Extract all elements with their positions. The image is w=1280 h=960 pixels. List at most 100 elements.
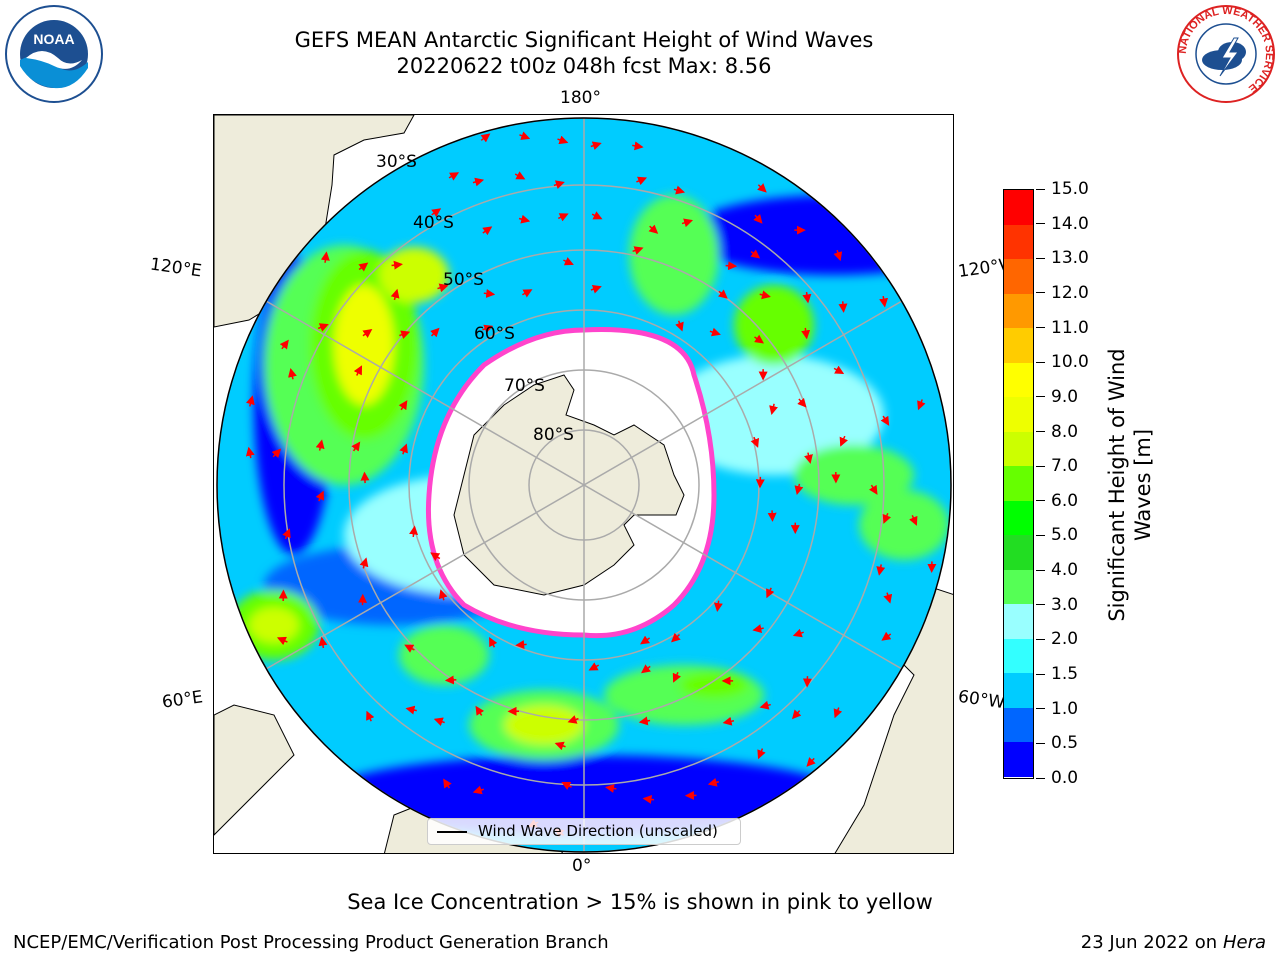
colorbar-segment [1004,673,1033,708]
wind-arrow [522,289,533,298]
wind-arrow [489,637,498,648]
wind-arrow [554,741,566,751]
wind-arrow [750,249,761,259]
wind-arrow [838,301,848,313]
colorbar-tick-label: 10.0 [1036,352,1089,372]
nws-logo: NATIONAL WEATHER SERVICE [1176,4,1276,104]
wind-arrow [881,631,892,641]
wind-arrow [315,490,324,502]
wind-arrow [725,261,738,271]
colorbar-segment [1004,362,1033,398]
colorbar-tick-label: 15.0 [1036,179,1089,199]
wind-arrow [444,675,457,685]
footer-credit: NCEP/EMC/Verification Post Processing Pr… [13,932,609,953]
wind-arrow [561,781,572,791]
wind-arrow [722,716,735,726]
wind-arrow [358,262,369,272]
wind-arrow [448,172,460,181]
colorbar-segment [1004,535,1033,570]
wind-arrow [588,662,600,671]
colorbar-tick-label: 12.0 [1036,283,1089,303]
colorbar-tick-label: 2.0 [1036,629,1078,649]
wind-arrow [839,435,848,447]
lat-label-30s: 30°S [376,152,417,172]
map-panel [213,114,954,854]
footer-date-text: 23 Jun 2022 on [1080,932,1218,953]
colorbar-tick-label: 9.0 [1036,387,1078,407]
sea-ice-note: Sea Ice Concentration > 15% is shown in … [347,890,933,914]
wind-arrow [398,400,408,411]
wind-arrow [518,214,531,224]
lat-label-80s: 80°S [533,425,574,445]
wind-arrow [409,525,419,538]
wind-arrow [405,705,417,715]
chart-title: GEFS MEAN Antarctic Significant Height o… [294,28,874,52]
wind-arrow [482,324,494,334]
wind-arrow [638,716,651,726]
wind-arrow [792,628,804,638]
wind-arrow [833,365,845,374]
colorbar-segment [1004,569,1033,605]
lat-label-40s: 40°S [413,213,454,233]
wind-arrow [515,640,527,650]
map-legend: Wind Wave Direction (unscaled) [427,818,741,845]
wind-arrow [753,214,763,224]
colorbar-segment [1004,638,1033,674]
colorbar-tick-label: 6.0 [1036,491,1078,511]
colorbar-tick-label: 8.0 [1036,422,1078,442]
wind-arrow [591,211,603,220]
colorbar-tick-label: 13.0 [1036,248,1089,268]
wind-arrow [802,291,812,304]
legend-label: Wind Wave Direction (unscaled) [478,822,718,840]
wind-arrow [404,644,415,653]
wind-arrow [752,624,764,634]
colorbar-segment [1004,500,1033,536]
wind-arrow [717,289,728,299]
wind-arrow [271,448,282,459]
colorbar-tick-label: 4.0 [1036,560,1078,580]
colorbar [1003,189,1034,779]
wind-arrow [769,403,778,415]
wind-arrow [681,218,694,228]
wind-arrow [876,564,886,576]
colorbar-segment [1004,328,1033,363]
wind-arrow [557,135,569,145]
graticule [217,118,951,852]
wind-arrow [671,632,681,643]
colorbar-segment [1004,397,1033,432]
wind-arrow [472,785,484,795]
antarctica [453,374,685,596]
chart-subtitle: 20220622 t00z 048h fcst Max: 8.56 [396,54,772,78]
wind-arrow [315,439,325,451]
colorbar-tick-label: 3.0 [1036,595,1078,615]
lon-label-60e: 60°E [160,687,205,713]
colorbar-tick-label: 14.0 [1036,214,1089,234]
lon-label-60w: 60°W [956,686,1007,714]
wind-arrow [433,717,445,727]
wind-arrow [276,636,288,646]
wind-arrow [279,339,289,350]
wind-arrow [390,288,400,301]
wind-arrow [794,483,804,496]
wind-arrow [883,592,893,604]
wind-arrow [641,664,651,674]
colorbar-segment [1004,259,1033,294]
wind-arrow [430,327,440,338]
wind-arrow [246,395,255,407]
wind-arrow [360,471,370,484]
colorbar-tick-label: 7.0 [1036,456,1078,476]
wind-arrow [640,635,651,645]
wind-arrow [590,141,602,151]
wind-arrow [632,246,644,255]
wind-arrow [359,557,369,569]
wind-arrow [563,257,574,266]
legend-line-swatch [437,831,467,833]
colorbar-tick-label: 0.5 [1036,733,1078,753]
wind-arrow [519,131,531,140]
wind-arrow [590,284,602,294]
wind-arrow [514,171,526,180]
wind-arrow [642,794,655,804]
colorbar-segment [1004,707,1033,743]
wind-arrow [759,290,771,300]
wind-arrow [366,710,375,722]
